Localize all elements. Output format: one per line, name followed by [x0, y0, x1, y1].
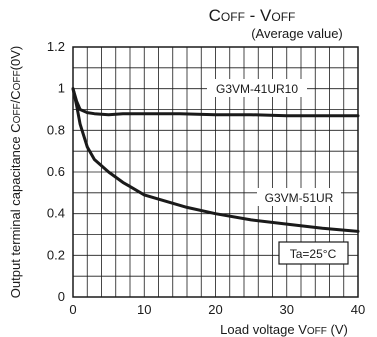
- y-tick-label: 0: [58, 289, 65, 304]
- series-label-41ur10: G3VM-41UR10: [207, 79, 307, 97]
- chart-title-c: C: [209, 6, 221, 25]
- y-label-sub1: OFF: [12, 103, 23, 123]
- plot-frame: [72, 46, 359, 298]
- x-tick-label: 40: [351, 302, 365, 317]
- series-label-51ur-text: G3VM-51UR: [265, 191, 334, 205]
- chart-subtitle: (Average value): [251, 26, 343, 41]
- x-tick-label: 30: [280, 302, 294, 317]
- y-label-post: (0V): [8, 46, 23, 71]
- x-label-pre: Load voltage V: [220, 322, 307, 337]
- y-tick-label: 1: [58, 81, 65, 96]
- temperature-annotation-text: Ta=25°C: [290, 247, 337, 261]
- tick-labels: 0 10 20 30 40 0 0.2 0.4 0.6 0.8 1 1.2: [47, 39, 365, 317]
- temperature-annotation: Ta=25°C: [278, 241, 349, 265]
- y-tick-label: 0.2: [47, 247, 65, 262]
- y-label-pre: Output terminal capacitance C: [8, 123, 23, 298]
- series-line-g3vm-41ur10: [71, 87, 360, 118]
- x-label-post: (V): [327, 322, 348, 337]
- series-lines: [71, 87, 360, 233]
- series-line-g3vm-51ur: [71, 87, 360, 233]
- y-tick-label: 0.6: [47, 164, 65, 179]
- chart-title-sub2: OFF: [271, 10, 295, 24]
- y-tick-label: 0.8: [47, 122, 65, 137]
- x-tick-label: 10: [137, 302, 151, 317]
- x-tick-label: 0: [69, 302, 76, 317]
- y-tick-label: 1.2: [47, 39, 65, 54]
- y-axis-label: Output terminal capacitance COFF/COFF(0V…: [8, 46, 23, 298]
- y-label-mid: /C: [8, 90, 23, 103]
- y-tick-label: 0.4: [47, 206, 65, 221]
- series-label-41ur10-text: G3VM-41UR10: [216, 82, 298, 96]
- series-label-51ur: G3VM-51UR: [257, 188, 341, 206]
- x-axis-label: Load voltage VOFF (V): [220, 322, 348, 337]
- chart-title-sub1: OFF: [221, 10, 245, 24]
- chart-title-mid: - V: [245, 6, 272, 25]
- x-tick-label: 20: [208, 302, 222, 317]
- x-label-sub: OFF: [307, 326, 327, 337]
- y-label-sub2: OFF: [12, 70, 23, 90]
- chart-title: COFF - VOFF: [209, 6, 296, 25]
